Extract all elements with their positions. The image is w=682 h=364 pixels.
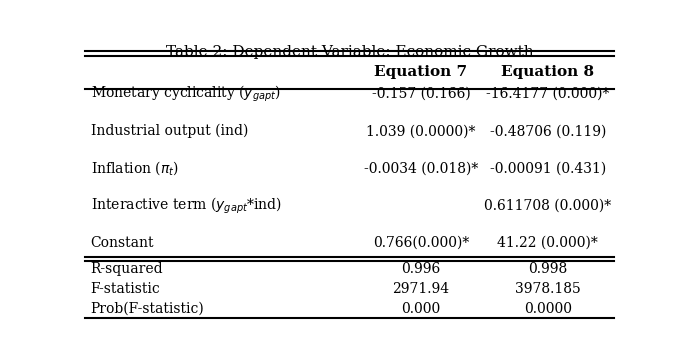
Text: Interactive term ($y_{gapt}$*ind): Interactive term ($y_{gapt}$*ind) — [91, 195, 282, 216]
Text: -16.4177 (0.000)*: -16.4177 (0.000)* — [486, 87, 610, 101]
Text: Table 2: Dependent Variable: Economic Growth: Table 2: Dependent Variable: Economic Gr… — [166, 45, 533, 59]
Text: Equation 7: Equation 7 — [374, 65, 467, 79]
Text: Inflation ($\pi_{t}$): Inflation ($\pi_{t}$) — [91, 159, 179, 177]
Text: 0.611708 (0.000)*: 0.611708 (0.000)* — [484, 198, 611, 213]
Text: 1.039 (0.0000)*: 1.039 (0.0000)* — [366, 124, 475, 138]
Text: 3978.185: 3978.185 — [515, 282, 580, 296]
Text: -0.0034 (0.018)*: -0.0034 (0.018)* — [364, 161, 478, 175]
Text: Prob(F-statistic): Prob(F-statistic) — [91, 301, 205, 316]
Text: 0.766(0.000)*: 0.766(0.000)* — [373, 236, 469, 250]
Text: 2971.94: 2971.94 — [392, 282, 449, 296]
Text: 0.0000: 0.0000 — [524, 301, 572, 316]
Text: Equation 8: Equation 8 — [501, 65, 594, 79]
Text: Industrial output (ind): Industrial output (ind) — [91, 124, 248, 138]
Text: Monetary cyclicality ($y_{gapt}$): Monetary cyclicality ($y_{gapt}$) — [91, 84, 280, 104]
Text: 0.000: 0.000 — [401, 301, 441, 316]
Text: Constant: Constant — [91, 236, 154, 250]
Text: 0.996: 0.996 — [401, 262, 441, 276]
Text: -0.48706 (0.119): -0.48706 (0.119) — [490, 124, 606, 138]
Text: 41.22 (0.000)*: 41.22 (0.000)* — [497, 236, 598, 250]
Text: R-squared: R-squared — [91, 262, 163, 276]
Text: -0.157 (0.166): -0.157 (0.166) — [372, 87, 471, 101]
Text: 0.998: 0.998 — [528, 262, 567, 276]
Text: F-statistic: F-statistic — [91, 282, 160, 296]
Text: -0.00091 (0.431): -0.00091 (0.431) — [490, 161, 606, 175]
